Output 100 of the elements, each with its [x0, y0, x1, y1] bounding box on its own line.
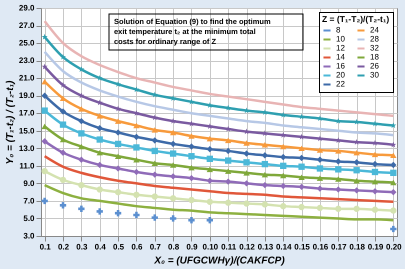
point [170, 150, 176, 157]
point [298, 174, 305, 180]
y-tick-label: 11.0 [19, 161, 36, 170]
x-tick-label: 0.15 [294, 242, 310, 252]
legend-label: 8 [336, 26, 341, 34]
point [206, 156, 213, 162]
x-tick-label: 0.8 [168, 242, 180, 252]
x-tick-label: 0.16 [312, 242, 329, 252]
point [372, 206, 378, 213]
point [188, 164, 195, 170]
point [225, 138, 232, 144]
point [243, 150, 250, 157]
point [280, 144, 286, 150]
point [60, 54, 66, 60]
point [78, 106, 85, 112]
point [372, 188, 378, 194]
y-tick-label: 9.0 [23, 178, 36, 188]
point [390, 170, 396, 176]
point [372, 178, 378, 184]
point [335, 166, 342, 173]
point [152, 171, 158, 178]
y-tick-label: 3.0 [23, 232, 36, 240]
legend-label: 18 [370, 52, 380, 62]
point [42, 168, 48, 174]
legend-label: 24 [370, 26, 380, 34]
x-tick-label: 0.6 [131, 242, 144, 252]
legend-label: 20 [336, 70, 346, 80]
point [225, 157, 232, 164]
point [188, 217, 195, 224]
point [188, 133, 195, 139]
legend-label: 12 [336, 44, 346, 52]
point [78, 144, 85, 150]
point [133, 212, 140, 218]
point [335, 186, 342, 193]
x-tick-label: 0.17 [330, 242, 348, 252]
point [188, 196, 195, 204]
point [243, 200, 250, 207]
point [170, 130, 176, 136]
point [225, 178, 232, 185]
point [243, 180, 250, 187]
y-axis-title: Y₀ = (T₁-t₂) / (T₂-t₁) [4, 80, 16, 164]
point [353, 167, 360, 174]
point [60, 121, 66, 128]
x-tick-label: 0.12 [239, 242, 256, 252]
x-tick-label: 0.1 [40, 242, 52, 252]
x-tick-label: 0.14 [276, 242, 292, 252]
point [78, 130, 85, 137]
point [280, 162, 286, 170]
point [114, 189, 122, 196]
point [280, 203, 286, 210]
point [188, 153, 195, 160]
point [262, 201, 268, 208]
y-tick-label: 15.0 [18, 126, 36, 136]
point [152, 214, 158, 221]
legend-label: 28 [370, 34, 380, 44]
legend-label: 16 [336, 62, 346, 70]
point [353, 150, 360, 156]
point [60, 176, 66, 184]
point [170, 215, 176, 222]
point [298, 204, 305, 210]
point [96, 113, 103, 119]
y-tick-label: 27.0 [18, 21, 36, 30]
point [78, 118, 85, 124]
x-tick-label: 0.3 [76, 242, 88, 252]
point [372, 160, 378, 168]
point [152, 148, 158, 154]
point [335, 206, 342, 212]
x-axis-title: X₀ = (UFGCWHγ)/(CAKFCP) [153, 256, 286, 266]
point [206, 198, 213, 205]
point [152, 137, 158, 144]
point [280, 182, 286, 190]
y-tick-label: 13.0 [18, 144, 36, 153]
point [335, 158, 342, 165]
line-series [43, 154, 395, 204]
point [42, 107, 48, 114]
point [390, 188, 396, 196]
point [133, 168, 140, 176]
point [60, 82, 66, 88]
point [114, 129, 122, 136]
x-tick-label: 0.10 [202, 242, 219, 252]
point [96, 186, 103, 193]
point [390, 152, 396, 158]
legend-label: 26 [370, 62, 380, 70]
point [170, 140, 176, 148]
point [78, 206, 85, 212]
point [243, 159, 250, 166]
point [42, 198, 48, 204]
legend-label: 30 [370, 70, 380, 80]
point [243, 170, 250, 176]
y-tick-label: 23.0 [18, 56, 36, 66]
point [60, 108, 66, 115]
point [262, 142, 268, 148]
point [152, 160, 158, 166]
point [96, 124, 103, 132]
point [280, 172, 286, 178]
x-tick-label: 0.20 [386, 242, 402, 252]
x-tick-label: 0.5 [113, 242, 125, 252]
legend-title: Z = (T₁-T₂)/(T₂-t₁) [322, 14, 390, 24]
point [152, 193, 158, 200]
point [206, 217, 213, 224]
